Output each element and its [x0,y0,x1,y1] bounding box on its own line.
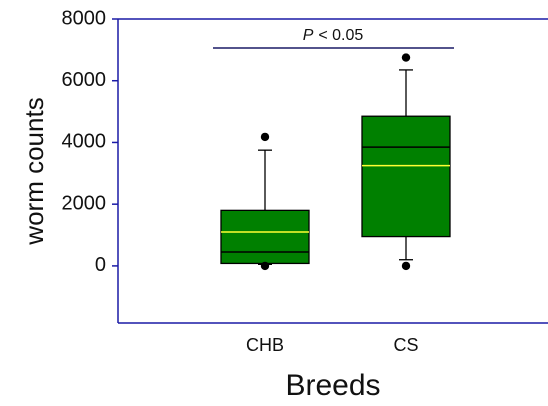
box [361,115,451,238]
outlier [260,261,270,271]
x-tick-label: CHB [246,335,284,355]
y-tick-label: 0 [95,254,106,276]
outlier [401,53,411,62]
outlier [260,132,270,142]
annotation-italic: P [303,27,314,44]
y-tick-label: 2000 [62,192,107,214]
y-axis-label: worm counts [19,97,49,245]
annotation-text: < 0.05 [318,27,363,44]
x-tick-label: CS [393,335,418,355]
y-tick-label: 8000 [62,7,107,29]
annotation: P < 0.05 [303,27,364,44]
outlier [401,261,411,271]
x-axis-label: Breeds [285,369,380,402]
box [220,209,310,265]
y-tick-label: 6000 [62,69,107,91]
y-tick-label: 4000 [62,131,107,153]
